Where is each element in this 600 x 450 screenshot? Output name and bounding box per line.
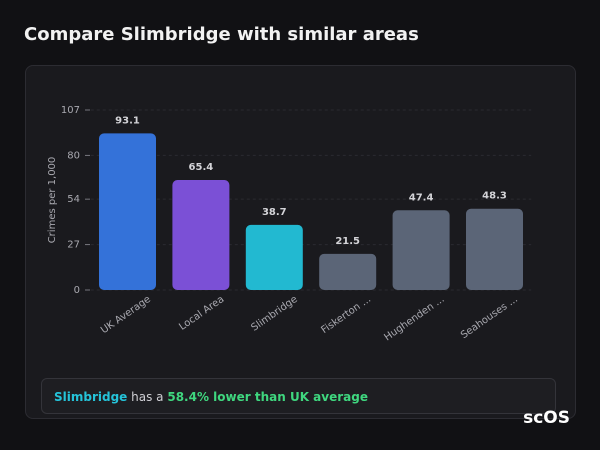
value-label: 65.4: [189, 162, 214, 173]
bar: [172, 179, 230, 290]
bar: [319, 253, 377, 290]
value-label: 21.5: [335, 236, 360, 247]
logo: scOS: [523, 408, 570, 428]
x-tick-label: Slimbridge: [249, 294, 299, 334]
y-tick-label: 107: [61, 105, 80, 116]
y-axis-label: Crimes per 1,000: [47, 157, 58, 244]
y-tick-label: 80: [67, 150, 80, 161]
x-tick-label: Hughenden ...: [382, 294, 446, 344]
x-tick-label: Seahouses ...: [459, 294, 520, 341]
x-tick-label: Fiskerton ...: [319, 294, 373, 336]
y-tick-label: 0: [74, 285, 80, 296]
summary-text: has a: [131, 390, 164, 404]
summary-area: Slimbridge: [54, 390, 128, 404]
y-tick-label: 54: [67, 194, 80, 205]
bar: [245, 224, 303, 290]
summary: Slimbridge has a 58.4% lower than UK ave…: [41, 378, 556, 414]
bar: [99, 133, 156, 290]
value-label: 93.1: [115, 115, 140, 126]
value-label: 48.3: [482, 191, 507, 202]
y-tick-label: 27: [67, 240, 80, 251]
bar: [392, 210, 450, 290]
x-tick-label: UK Average: [99, 294, 153, 336]
value-label: 47.4: [409, 192, 434, 203]
x-tick-label: Local Area: [177, 294, 226, 333]
value-label: 38.7: [262, 207, 287, 218]
bar: [466, 208, 523, 290]
summary-highlight: 58.4% lower than UK average: [167, 390, 368, 404]
page-title: Compare Slimbridge with similar areas: [24, 24, 419, 45]
